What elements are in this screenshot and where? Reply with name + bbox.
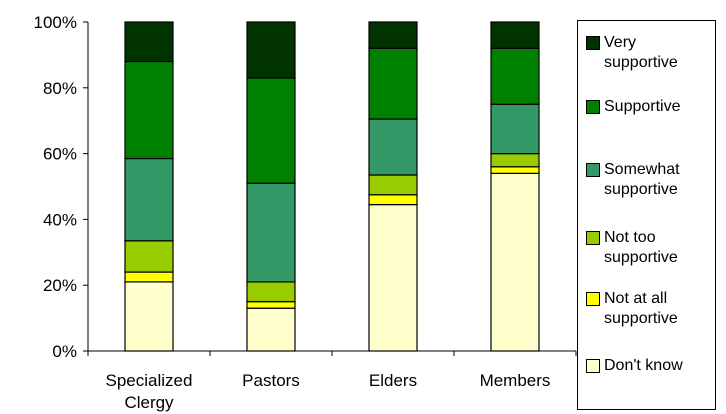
y-tick-label: 80%	[43, 79, 77, 98]
bar-segment	[246, 281, 296, 303]
legend-label: Very supportive	[604, 34, 678, 71]
legend-swatch	[586, 36, 600, 50]
legend-item: Not too supportive	[586, 228, 678, 268]
y-tick-label: 60%	[43, 145, 77, 164]
bar-segment	[246, 21, 296, 79]
y-tick-label: 20%	[43, 276, 77, 295]
stacked-bar-chart: 0% 20% 40% 60% 80% 100% Specialized Clergy Pasto…	[34, 13, 577, 412]
y-tick-label: 100%	[34, 13, 77, 32]
bar-segment	[490, 21, 540, 49]
legend-swatch	[586, 231, 600, 245]
x-tick-label: Pastors	[242, 371, 300, 390]
y-tick-label: 40%	[43, 210, 77, 229]
bar-segment	[368, 118, 418, 176]
legend-item: Don't know	[586, 356, 683, 376]
bar-segment	[368, 47, 418, 120]
bar-segment	[124, 281, 174, 352]
bar-segment	[124, 60, 174, 160]
bar-segment	[124, 271, 174, 283]
legend-label: Don't know	[604, 357, 683, 374]
bar-segment	[246, 77, 296, 184]
bar-segment	[490, 166, 540, 174]
bar-segment	[368, 21, 418, 49]
x-tick-label: Members	[480, 371, 551, 390]
legend: Very supportive Supportive Somewhat suppor…	[577, 20, 716, 410]
bar-segment	[490, 47, 540, 105]
legend-item: Somewhat supportive	[586, 160, 680, 200]
x-tick-label: Elders	[369, 371, 417, 390]
bar-segment	[124, 157, 174, 242]
bar-segment	[246, 182, 296, 283]
bar-segment	[246, 301, 296, 309]
bar-segment	[246, 307, 296, 352]
bar-segment	[490, 103, 540, 155]
legend-item: Supportive	[586, 97, 681, 117]
legend-label: Somewhat supportive	[604, 161, 680, 198]
bar-segment	[124, 240, 174, 273]
legend-swatch	[586, 163, 600, 177]
y-tick-label: 0%	[52, 342, 77, 361]
legend-swatch	[586, 100, 600, 114]
axes: 0% 20% 40% 60% 80% 100% Specialized Clergy Pasto…	[34, 13, 577, 412]
bar-segment	[124, 21, 174, 63]
legend-label: Not at all supportive	[604, 290, 678, 327]
bars	[124, 21, 540, 352]
bar-segment	[368, 194, 418, 206]
bar-segment	[490, 172, 540, 352]
legend-item: Very supportive	[586, 33, 678, 73]
legend-swatch	[586, 292, 600, 306]
legend-item: Not at all supportive	[586, 289, 678, 329]
legend-label: Supportive	[604, 98, 681, 115]
x-tick-label: Specialized Clergy	[106, 371, 193, 412]
bar-segment	[368, 174, 418, 196]
legend-swatch	[586, 359, 600, 373]
bar-segment	[368, 203, 418, 352]
legend-label: Not too supportive	[604, 229, 678, 266]
bar-segment	[490, 153, 540, 168]
